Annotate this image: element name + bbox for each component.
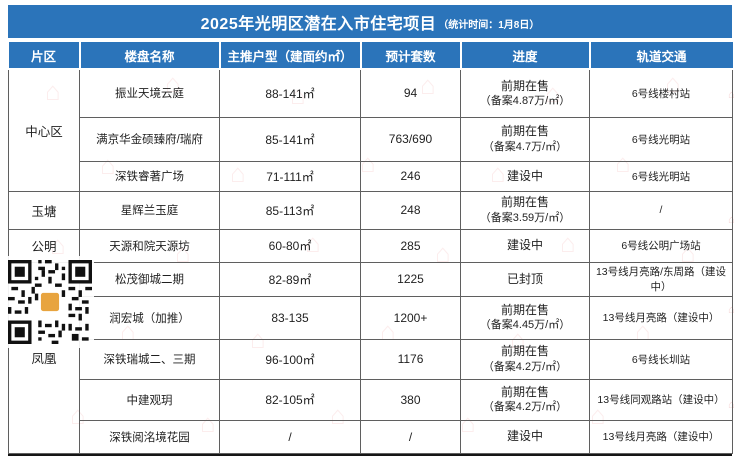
- cell-progress: 已封顶: [460, 261, 590, 297]
- cell-count: /: [360, 419, 461, 454]
- qr-code-watermark: [6, 256, 94, 348]
- area-cell-central: 中心区: [8, 68, 80, 192]
- progress-status: 已封顶: [506, 271, 543, 286]
- cell-unit-type: 82-89㎡: [219, 261, 361, 297]
- table-row: 公明 天源和院天源坊 60-80㎡ 285 建设中 6号线公明广场站: [8, 228, 733, 263]
- cell-unit-type: 83-135: [219, 295, 361, 340]
- cell-progress: 前期在售 （备案4.87万/㎡）: [460, 68, 590, 118]
- progress-status: 建设中: [506, 238, 543, 253]
- table-row: 凤凰 松茂御城二期 82-89㎡ 1225 已封顶 13号线月亮路/东周路（建设…: [8, 261, 733, 454]
- cell-unit-type: 82-105㎡: [219, 378, 361, 421]
- table-row: 中建观玥 82-105㎡ 380 前期在售 （备案4.2万/㎡） 13号线同观路…: [9, 378, 733, 421]
- cell-count: 285: [360, 228, 461, 263]
- cell-count: 380: [360, 378, 461, 421]
- cell-progress: 前期在售 （备案4.45万/㎡）: [460, 295, 590, 340]
- progress-price: （备案4.2万/㎡）: [482, 401, 568, 414]
- cell-progress: 建设中: [460, 228, 590, 263]
- cell-unit-type: 96-100㎡: [219, 338, 361, 380]
- cell-unit-type: /: [219, 419, 361, 454]
- cell-transit: 13号线同观路站（建设中）: [589, 378, 733, 421]
- title-bar: 2025年光明区潜在入市住宅项目 （统计时间：1月8日）: [8, 5, 732, 38]
- progress-status: 前期在售: [500, 344, 549, 359]
- progress-price: （备案4.2万/㎡）: [482, 360, 568, 373]
- progress-status: 前期在售: [500, 78, 549, 93]
- col-header-progress: 进度: [459, 42, 590, 70]
- col-header-unit-type: 主推户型（建面约㎡）: [218, 42, 361, 70]
- cell-progress: 前期在售 （备案4.2万/㎡）: [460, 378, 590, 421]
- cell-project-name: 深铁阅洺境花园: [79, 419, 220, 454]
- qr-code-icon: [8, 260, 92, 344]
- cell-count: 1176: [360, 338, 461, 380]
- cell-unit-type: 85-113㎡: [219, 190, 361, 230]
- cell-count: 1225: [360, 261, 461, 297]
- col-header-project: 楼盘名称: [78, 42, 220, 70]
- table-row: 满京华金硕臻府/瑞府 85-141㎡ 763/690 前期在售 （备案4.7万/…: [9, 116, 733, 162]
- cell-progress: 前期在售 （备案4.2万/㎡）: [460, 338, 590, 380]
- progress-status: 前期在售: [500, 384, 549, 399]
- cell-unit-type: 88-141㎡: [219, 68, 361, 118]
- table-row: 玉塘 星辉兰玉庭 85-113㎡ 248 前期在售 （备案3.59万/㎡） /: [8, 190, 733, 230]
- progress-status: 前期在售: [500, 302, 549, 317]
- progress-price: （备案4.7万/㎡）: [482, 140, 568, 153]
- progress-price: （备案4.87万/㎡）: [479, 94, 571, 107]
- cell-count: 246: [360, 160, 461, 192]
- col-header-transit: 轨道交通: [588, 42, 733, 70]
- page-title: 2025年光明区潜在入市住宅项目: [200, 15, 437, 33]
- cell-count: 1200+: [360, 295, 461, 340]
- area-cell-yutang: 玉塘: [8, 190, 80, 230]
- cell-project-name: 深铁瑞城二、三期: [79, 338, 220, 380]
- cell-transit: 6号线光明站: [589, 116, 733, 162]
- cell-progress: 前期在售 （备案4.7万/㎡）: [460, 116, 590, 162]
- progress-price: （备案4.45万/㎡）: [479, 319, 571, 332]
- cell-transit: 6号线长圳站: [589, 338, 733, 380]
- header-row: 片区 楼盘名称 主推户型（建面约㎡） 预计套数 进度 轨道交通: [8, 42, 733, 70]
- qr-center-logo: [38, 290, 62, 314]
- progress-price: （备案3.59万/㎡）: [479, 211, 571, 224]
- cell-transit: /: [589, 190, 733, 230]
- cell-progress: 建设中: [460, 419, 590, 454]
- cell-project-name: 星辉兰玉庭: [79, 190, 220, 230]
- cell-unit-type: 71-111㎡: [219, 160, 361, 192]
- cell-project-name: 满京华金硕臻府/瑞府: [79, 116, 220, 162]
- cell-project-name: 松茂御城二期: [79, 261, 220, 297]
- cell-unit-type: 60-80㎡: [219, 228, 361, 263]
- cell-progress: 前期在售 （备案3.59万/㎡）: [460, 190, 590, 230]
- progress-status: 前期在售: [500, 195, 549, 210]
- cell-transit: 6号线光明站: [589, 160, 733, 192]
- cell-count: 248: [360, 190, 461, 230]
- table-row: 润宏城（加推） 83-135 1200+ 前期在售 （备案4.45万/㎡） 13…: [9, 295, 733, 340]
- cell-transit: 6号线公明广场站: [589, 228, 733, 263]
- cell-transit: 6号线楼村站: [589, 68, 733, 118]
- cell-project-name: 中建观玥: [79, 378, 220, 421]
- progress-status: 前期在售: [500, 124, 549, 139]
- col-header-area: 片区: [8, 42, 80, 70]
- cell-project-name: 深铁睿著广场: [79, 160, 220, 192]
- cell-unit-type: 85-141㎡: [219, 116, 361, 162]
- progress-status: 建设中: [506, 168, 543, 183]
- cell-project-name: 润宏城（加推）: [79, 295, 220, 340]
- cell-count: 94: [360, 68, 461, 118]
- title-date-note: （统计时间：1月8日）: [438, 19, 540, 31]
- projects-table-wrap: 片区 楼盘名称 主推户型（建面约㎡） 预计套数 进度 轨道交通 中心区 振业天境…: [8, 42, 733, 456]
- cell-transit: 13号线月亮路（建设中）: [589, 295, 733, 340]
- cell-project-name: 天源和院天源坊: [79, 228, 220, 263]
- cell-project-name: 振业天境云庭: [79, 68, 220, 118]
- table-row: 深铁瑞城二、三期 96-100㎡ 1176 前期在售 （备案4.2万/㎡） 6号…: [9, 338, 733, 380]
- table-row: 深铁睿著广场 71-111㎡ 246 建设中 6号线光明站: [9, 160, 733, 192]
- col-header-count: 预计套数: [359, 42, 461, 70]
- cell-count: 763/690: [360, 116, 461, 162]
- cell-progress: 建设中: [460, 160, 590, 192]
- table-row: 中心区 振业天境云庭 88-141㎡ 94 前期在售 （备案4.87万/㎡） 6…: [8, 68, 733, 192]
- cell-transit: 13号线月亮路/东周路（建设中）: [589, 261, 733, 297]
- projects-table: 片区 楼盘名称 主推户型（建面约㎡） 预计套数 进度 轨道交通 中心区 振业天境…: [8, 42, 733, 454]
- progress-status: 建设中: [506, 429, 543, 444]
- table-row: 深铁阅洺境花园 / / 建设中 13号线月亮路（建设中）: [9, 419, 733, 454]
- cell-transit: 13号线月亮路（建设中）: [589, 419, 733, 454]
